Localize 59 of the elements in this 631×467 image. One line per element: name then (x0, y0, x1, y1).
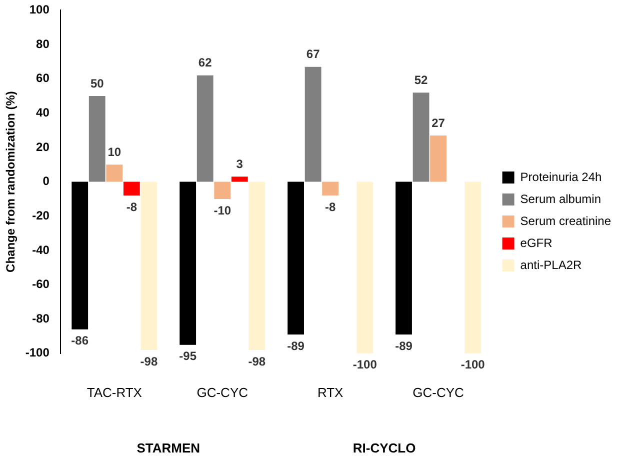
data-label: 52 (414, 72, 428, 87)
text: RI-CYCLO (352, 440, 416, 456)
legend-label: eGFR (520, 236, 553, 250)
data-label: -100 (460, 358, 486, 372)
data-label: 62 (198, 56, 212, 70)
data-label: 10 (108, 144, 122, 159)
legend-label: Proteinuria 24h (520, 170, 602, 184)
x-tick-label: RTX (317, 384, 344, 400)
y-tick-label: -40 (32, 242, 50, 257)
bar (464, 182, 482, 354)
bar (356, 182, 374, 354)
bar (88, 96, 106, 182)
x-tick-label: GC-CYC (412, 384, 464, 400)
bar (304, 66, 322, 182)
bar (106, 164, 123, 182)
y-tick-label: 100 (29, 2, 50, 17)
legend-label: Serum creatinine (520, 214, 612, 228)
data-label: -89 (395, 338, 413, 353)
data-label: -95 (179, 349, 197, 364)
bar (322, 182, 339, 196)
data-label: -8 (325, 200, 336, 214)
bar (412, 92, 430, 182)
bar (288, 182, 304, 335)
y-tick-label: -100 (25, 346, 50, 360)
data-label: -89 (287, 338, 305, 353)
bar (180, 182, 196, 345)
y-tick-label: 80 (36, 36, 50, 51)
y-tick-label: 20 (36, 140, 50, 154)
legend-label: anti-PLA2R (520, 258, 582, 272)
y-tick-label: -60 (32, 277, 50, 292)
bar (231, 176, 248, 182)
bar (214, 182, 231, 199)
bar (248, 182, 266, 350)
legend-label: Serum albumin (520, 192, 601, 206)
bar (430, 135, 447, 182)
bar (140, 182, 158, 350)
y-tick-label: -20 (32, 208, 50, 222)
text: STARMEN (136, 440, 200, 456)
y-axis-title: Change from randomization (%) (4, 91, 18, 272)
y-tick-label: 60 (36, 71, 50, 86)
data-label: -100 (352, 358, 378, 372)
x-tick-label: GC-CYC (196, 384, 248, 400)
bar (72, 182, 88, 330)
data-label: -8 (126, 200, 138, 214)
y-tick-label: 0 (42, 174, 50, 188)
y-tick-label: 40 (36, 105, 50, 120)
data-label: -86 (71, 334, 89, 348)
data-label: 27 (432, 116, 446, 130)
bar (123, 182, 140, 196)
bar (396, 182, 412, 335)
data-label: 67 (306, 47, 320, 62)
y-tick-label: -80 (32, 311, 50, 326)
data-label: 3 (236, 156, 244, 171)
data-label: -98 (140, 354, 158, 368)
data-label: -10 (214, 203, 232, 218)
bar (196, 75, 214, 182)
data-label: -98 (248, 354, 266, 368)
x-tick-label: TAC-RTX (86, 384, 142, 400)
data-label: 50 (90, 76, 104, 90)
